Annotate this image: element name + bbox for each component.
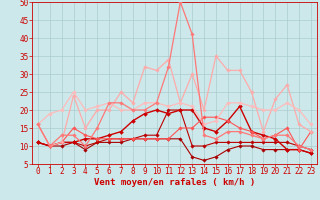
X-axis label: Vent moyen/en rafales ( km/h ): Vent moyen/en rafales ( km/h ): [94, 178, 255, 187]
